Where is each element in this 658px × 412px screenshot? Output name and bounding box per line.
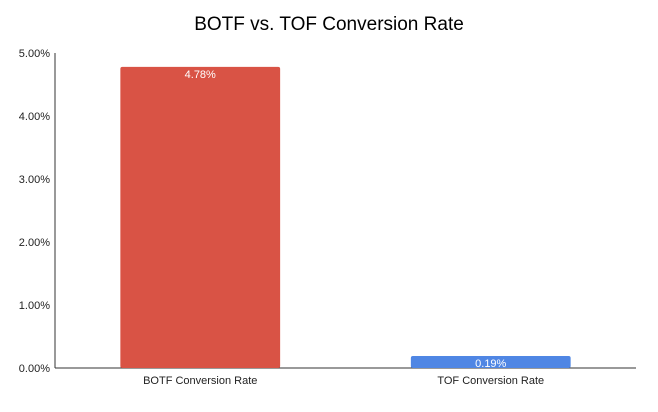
data-label: 0.19% bbox=[475, 358, 506, 370]
labels-layer: 0.00% 1.00% 2.00% 3.00% 4.00% 5.00% 4.78% BOTF … bbox=[19, 48, 544, 387]
y-tick-label: 4.00% bbox=[19, 111, 50, 123]
y-tick-label: 0.00% bbox=[19, 363, 50, 375]
bars-layer bbox=[120, 66, 571, 369]
y-tick-label: 3.00% bbox=[19, 174, 50, 186]
bar bbox=[120, 66, 281, 369]
bar bbox=[410, 356, 571, 368]
data-label: 4.78% bbox=[185, 69, 216, 81]
y-tick-label: 1.00% bbox=[19, 300, 50, 312]
x-category-label: BOTF Conversion Rate bbox=[143, 375, 257, 387]
y-tick-label: 2.00% bbox=[19, 237, 50, 249]
y-tick-label: 5.00% bbox=[19, 48, 50, 60]
chart-title: BOTF vs. TOF Conversion Rate bbox=[194, 14, 464, 35]
x-category-label: TOF Conversion Rate bbox=[437, 375, 544, 387]
